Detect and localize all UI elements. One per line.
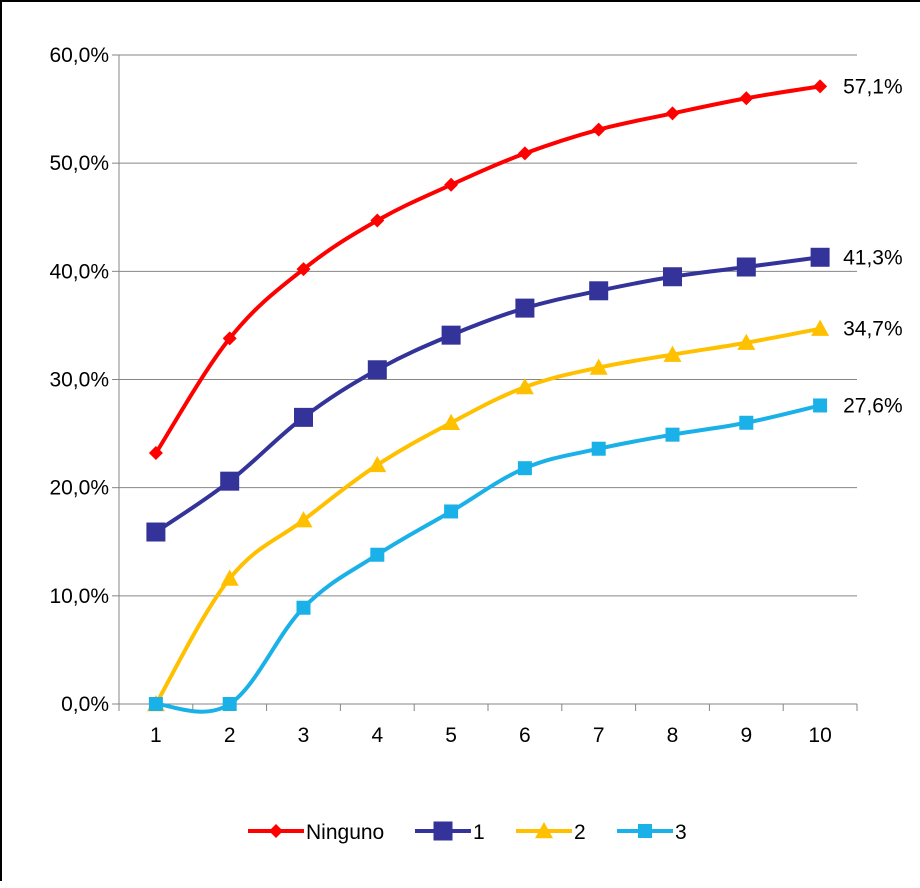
- data-point: [296, 262, 311, 277]
- data-point: [811, 319, 830, 336]
- data-label: 41,3%: [843, 246, 903, 269]
- data-point: [739, 91, 754, 106]
- y-tick-label: 50,0%: [49, 152, 109, 175]
- legend-marker: [535, 822, 553, 839]
- data-point: [148, 697, 163, 711]
- data-point: [220, 471, 240, 491]
- data-label: 34,7%: [843, 318, 903, 341]
- data-point: [737, 333, 756, 350]
- legend-marker: [433, 821, 453, 841]
- y-tick-label: 0,0%: [61, 693, 109, 716]
- data-point: [146, 522, 166, 542]
- legend-label: 3: [675, 821, 687, 844]
- x-tick-label: 8: [667, 724, 679, 747]
- x-tick-label: 6: [519, 724, 531, 747]
- y-tick-label: 60,0%: [49, 44, 109, 67]
- series-line: [153, 84, 823, 456]
- data-point: [294, 407, 313, 427]
- legend-label: Ninguno: [306, 821, 384, 844]
- series-line: [153, 403, 823, 714]
- x-tick-label: 3: [298, 724, 310, 747]
- data-point: [517, 461, 532, 476]
- data-label: 57,1%: [843, 75, 903, 98]
- data-point: [813, 398, 828, 413]
- data-point: [441, 325, 461, 345]
- data-point: [665, 427, 680, 442]
- y-tick-label: 10,0%: [49, 585, 109, 608]
- data-point: [370, 547, 385, 562]
- legend-label: 1: [473, 821, 485, 844]
- data-point: [813, 79, 828, 94]
- legend: Ninguno 1 2 3: [248, 821, 687, 844]
- y-tick-label: 40,0%: [49, 260, 109, 283]
- data-point: [736, 257, 756, 277]
- data-point: [442, 413, 461, 430]
- data-point: [663, 267, 682, 287]
- y-tick-label: 30,0%: [49, 369, 109, 392]
- data-point: [444, 504, 459, 519]
- data-point: [148, 446, 163, 461]
- data-point: [444, 177, 459, 192]
- series-line: [153, 255, 823, 535]
- legend-item: Ninguno: [248, 821, 384, 844]
- data-point: [589, 358, 608, 375]
- x-tick-label: 4: [371, 724, 383, 747]
- x-tick-label: 7: [593, 724, 605, 747]
- data-point: [665, 106, 680, 121]
- legend-item: 2: [516, 821, 586, 844]
- data-point: [810, 247, 830, 267]
- data-point: [517, 146, 532, 161]
- data-point: [368, 455, 387, 473]
- y-tick-label: 20,0%: [49, 477, 109, 500]
- series-line: [153, 326, 823, 706]
- x-tick-label: 10: [808, 724, 831, 747]
- axes: 0,0% 10,0% 20,0% 30,0% 40,0% 50,0% 60,0% 1 2 3 4 5 6…: [49, 44, 858, 747]
- data-point: [739, 415, 754, 430]
- x-tick-label: 2: [224, 724, 236, 747]
- data-point: [222, 697, 237, 711]
- data-point: [515, 298, 535, 318]
- data-point: [220, 569, 239, 586]
- data-point: [663, 345, 682, 362]
- series-lines: [146, 79, 830, 714]
- x-tick-label: 5: [445, 724, 457, 747]
- legend-marker: [638, 824, 652, 838]
- x-tick-label: 1: [150, 724, 162, 747]
- legend-item: 1: [415, 821, 485, 844]
- data-point: [591, 441, 606, 456]
- data-point: [294, 511, 313, 528]
- data-point: [367, 360, 387, 380]
- data-labels: 57,1% 41,3% 34,7% 27,6%: [843, 75, 903, 417]
- data-point: [222, 331, 237, 346]
- data-label: 27,6%: [843, 394, 903, 417]
- gridlines: [119, 54, 857, 597]
- data-point: [515, 378, 534, 395]
- data-point: [296, 600, 311, 615]
- legend-marker: [269, 824, 283, 838]
- legend-item: 3: [617, 821, 687, 844]
- data-point: [589, 281, 609, 301]
- data-point: [591, 122, 606, 137]
- data-point: [370, 213, 385, 228]
- x-tick-label: 9: [740, 724, 752, 747]
- legend-label: 2: [574, 821, 586, 844]
